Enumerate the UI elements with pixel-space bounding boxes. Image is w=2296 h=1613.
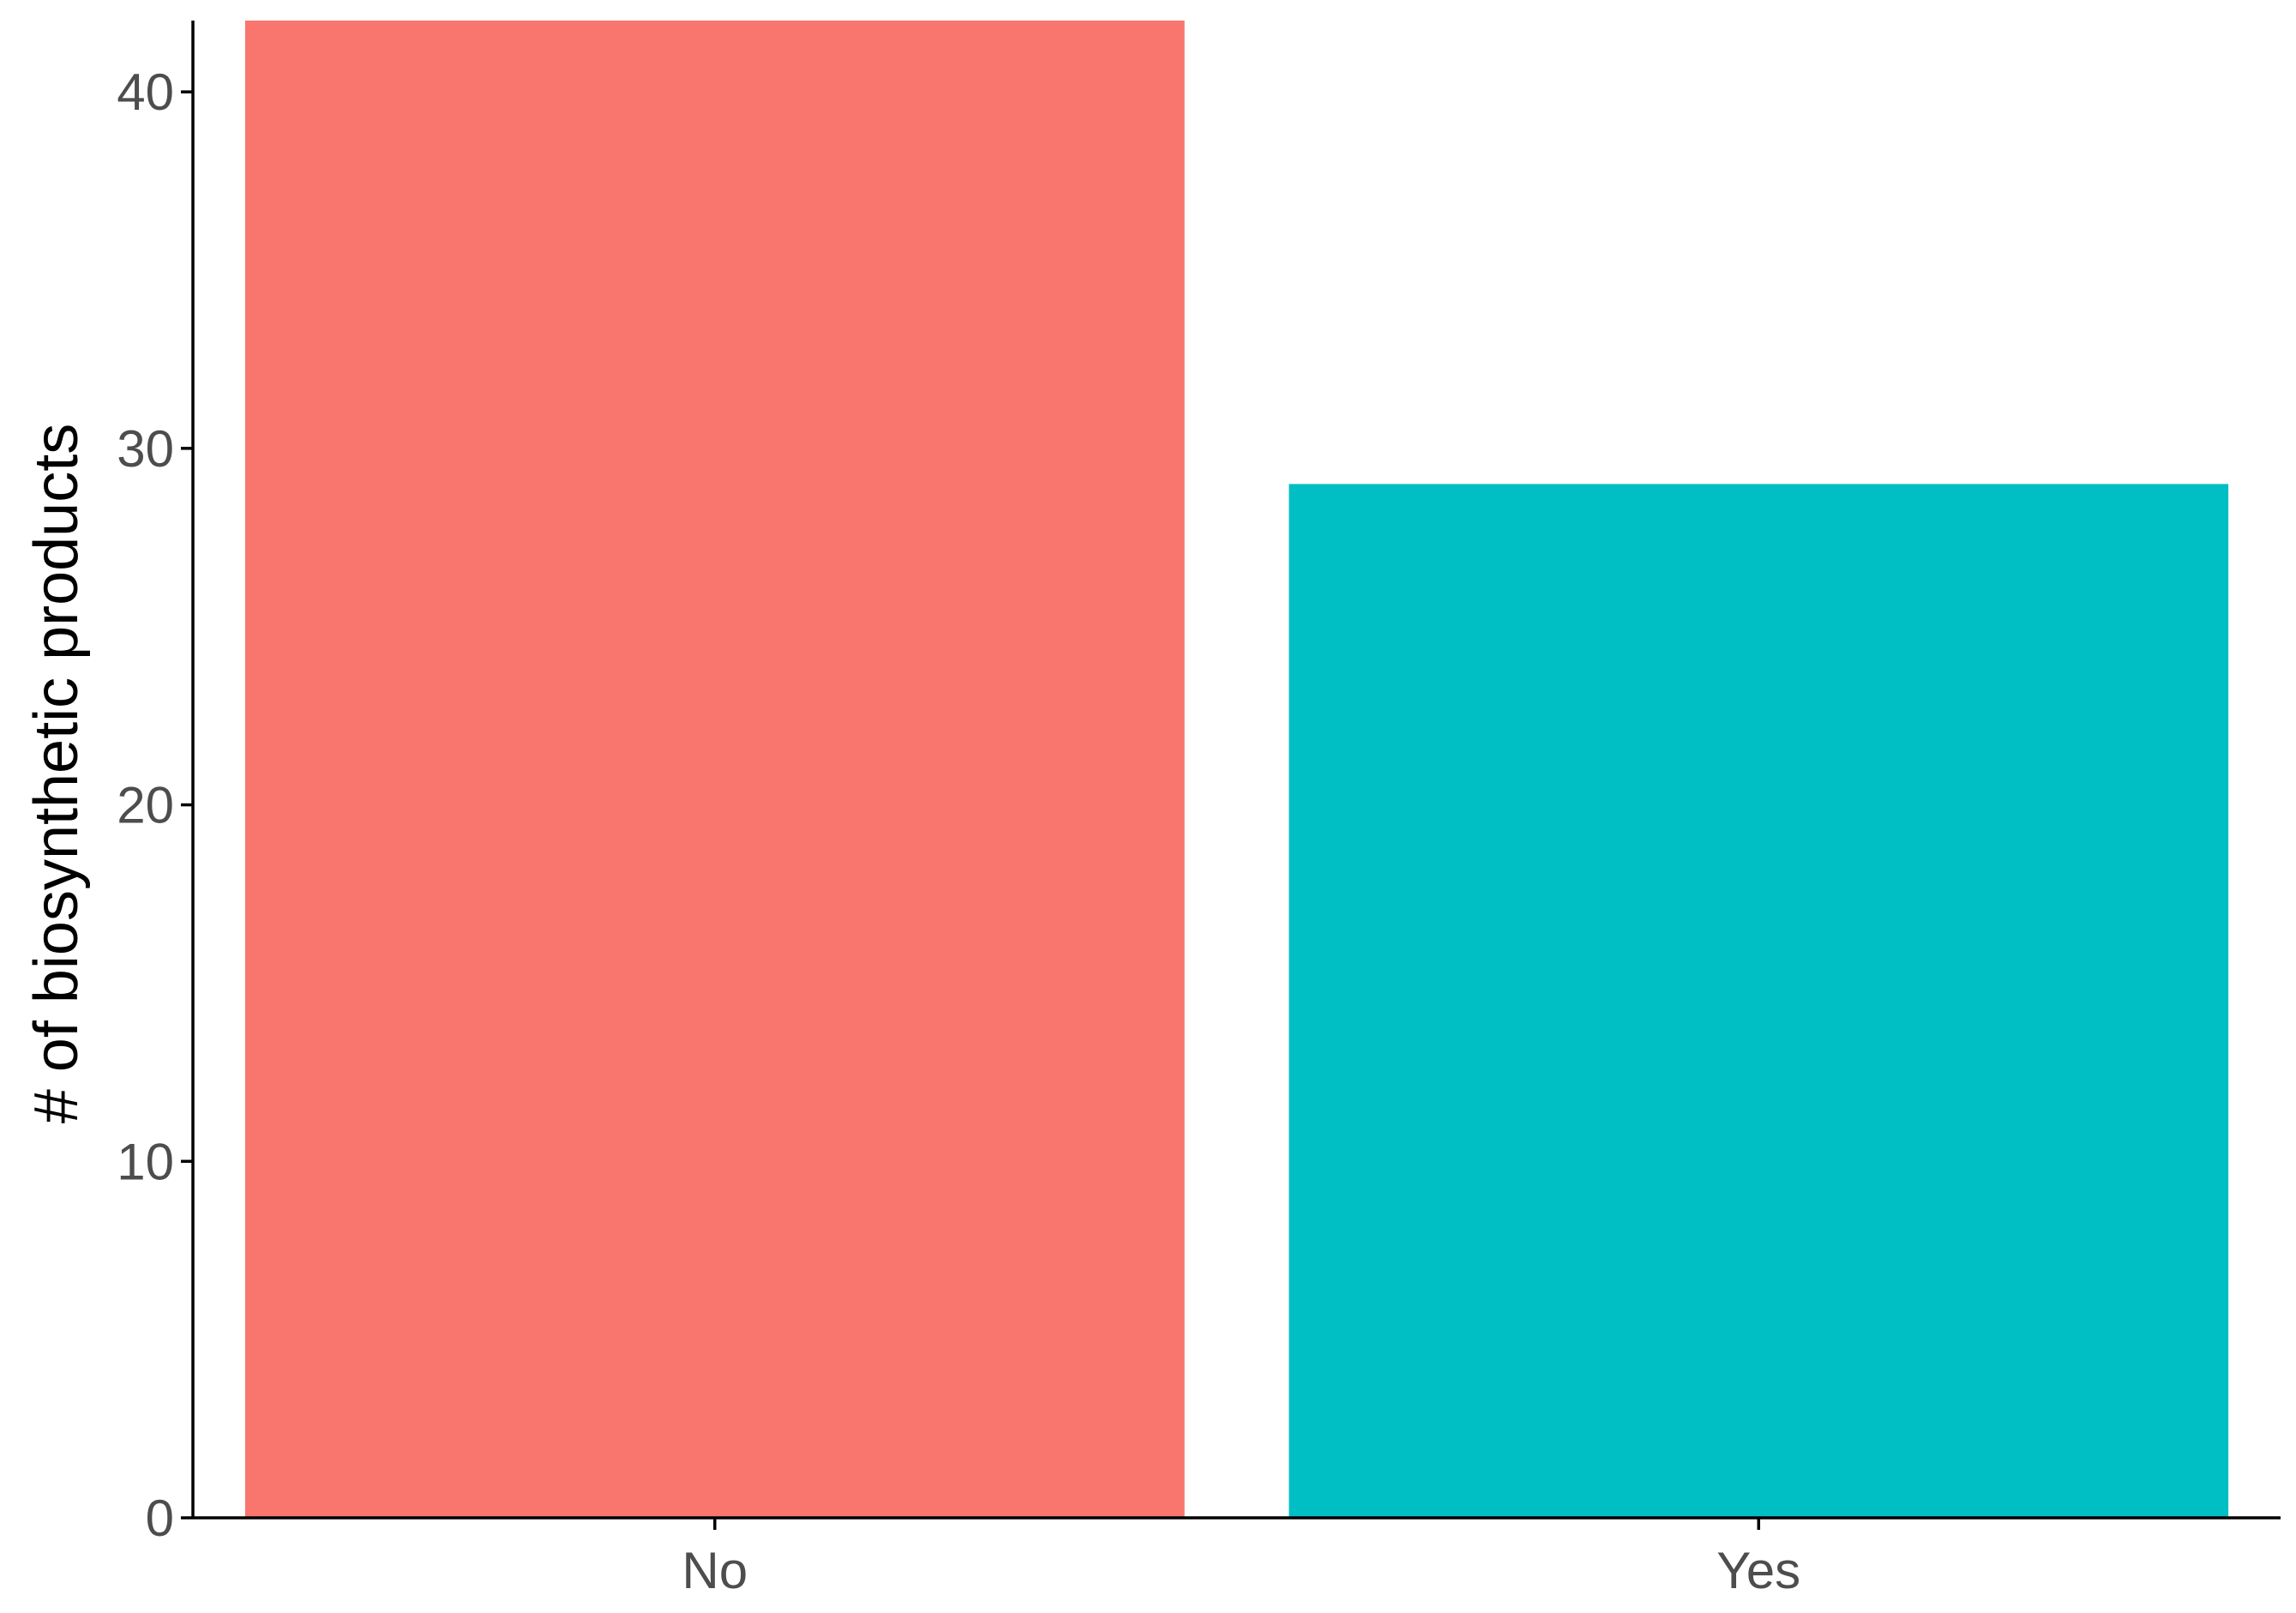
y-tick-label: 10 xyxy=(117,1133,174,1190)
y-tick-label: 30 xyxy=(117,420,174,478)
x-axis-ticks: No Yes xyxy=(682,1518,1800,1599)
bars-group xyxy=(244,21,2229,1518)
y-tick-label: 40 xyxy=(117,63,174,121)
x-tick-label: Yes xyxy=(1716,1542,1800,1599)
y-tick-label: 0 xyxy=(146,1490,174,1547)
bar-yes xyxy=(1289,484,2229,1518)
bar-no xyxy=(244,21,1185,1518)
x-tick-label: No xyxy=(682,1542,748,1599)
y-axis-ticks: 0 10 20 30 40 xyxy=(117,63,193,1547)
y-axis-title: # of biosynthetic products xyxy=(22,424,91,1123)
y-tick-label: 20 xyxy=(117,777,174,834)
